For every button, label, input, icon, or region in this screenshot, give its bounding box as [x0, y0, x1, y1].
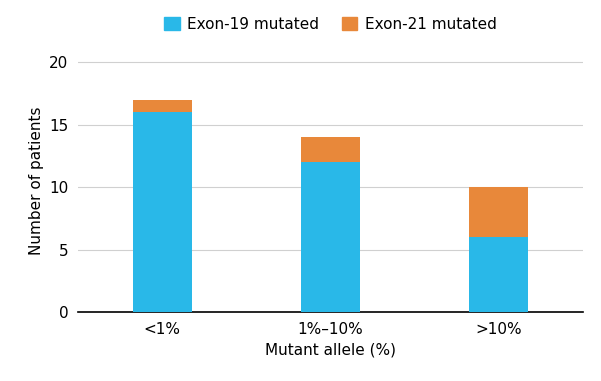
Bar	[469, 187, 528, 237]
Bar	[133, 112, 192, 312]
Bar	[301, 162, 360, 312]
Bar	[469, 237, 528, 312]
Y-axis label: Number of patients: Number of patients	[29, 107, 44, 255]
Bar	[301, 137, 360, 162]
Legend: Exon-19 mutated, Exon-21 mutated: Exon-19 mutated, Exon-21 mutated	[160, 13, 501, 37]
X-axis label: Mutant allele (%): Mutant allele (%)	[265, 343, 396, 358]
Bar	[133, 99, 192, 112]
